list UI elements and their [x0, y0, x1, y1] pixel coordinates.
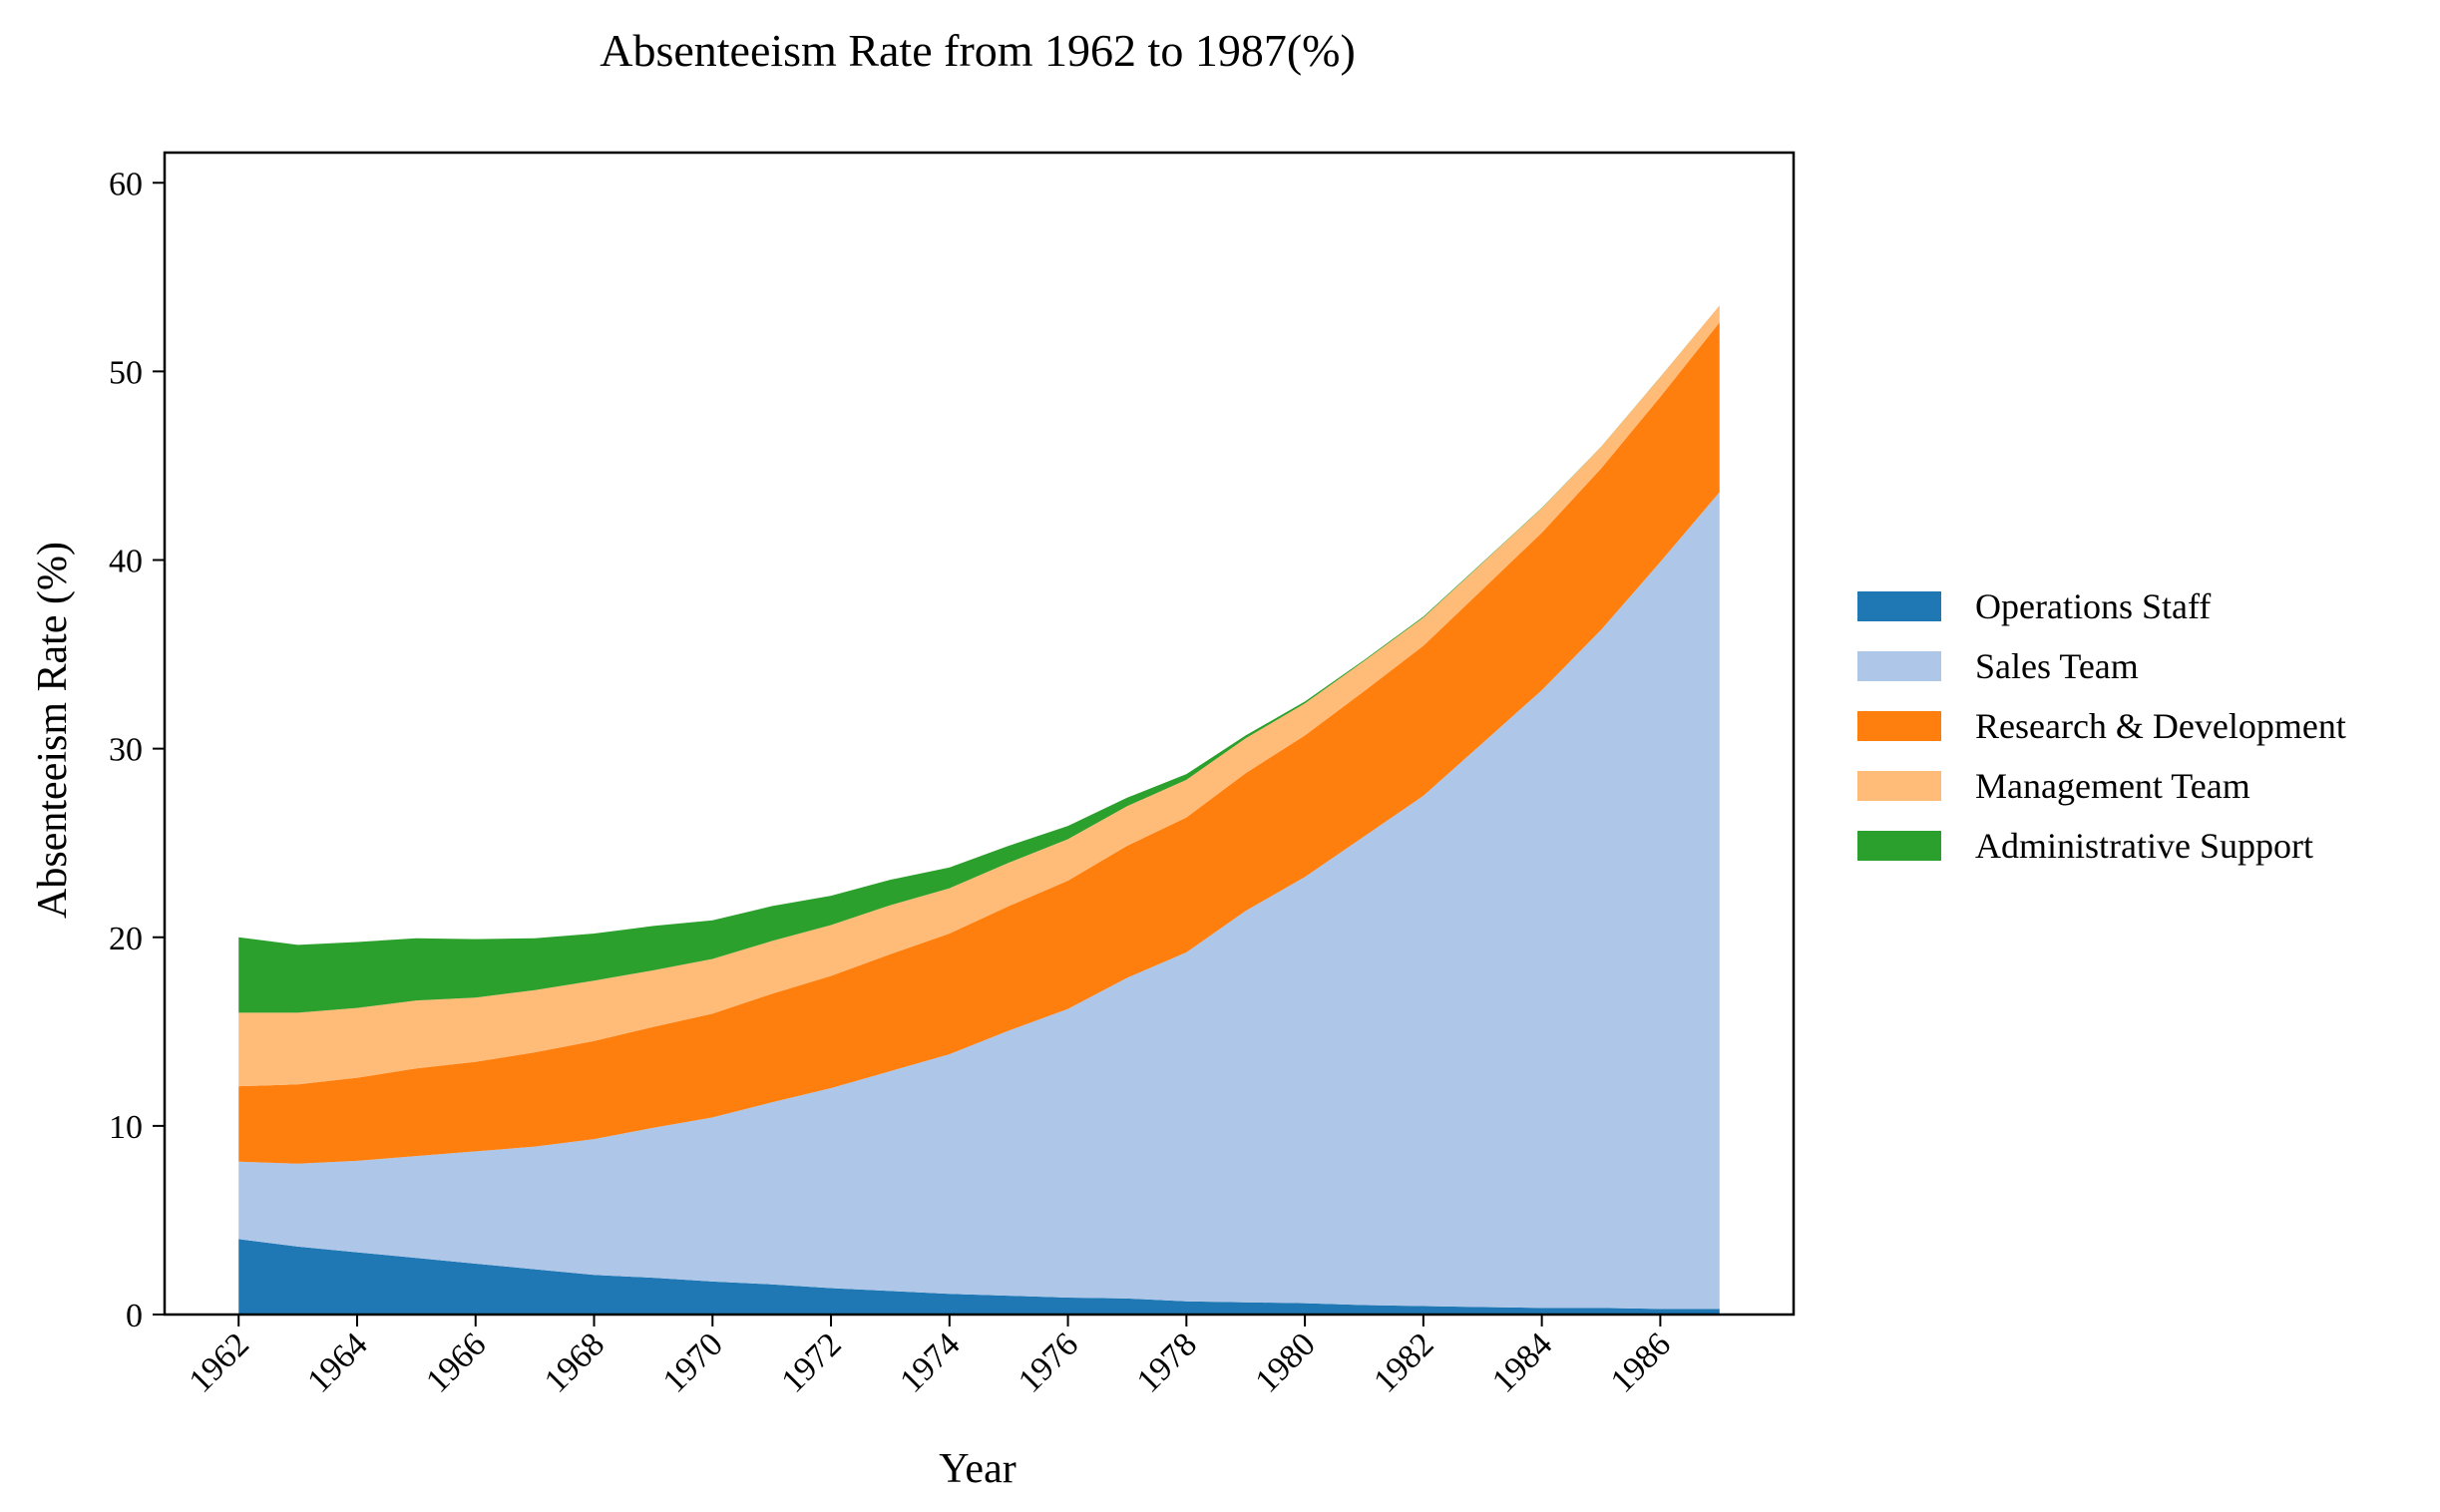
legend-swatch [1857, 831, 1941, 861]
x-tick-label: 1962 [183, 1325, 256, 1399]
y-tick-label: 40 [109, 544, 143, 580]
chart-title: Absenteeism Rate from 1962 to 1987(%) [600, 25, 1356, 76]
x-tick-label: 1964 [300, 1325, 374, 1399]
legend-swatch [1857, 771, 1941, 801]
x-axis-label: Year [939, 1446, 1016, 1492]
legend-label: Sales Team [1975, 646, 2139, 686]
area-series-management-team [238, 305, 1720, 1087]
y-tick-label: 50 [109, 354, 143, 391]
area-series-operations-staff [238, 1239, 1720, 1315]
legend-label: Management Team [1975, 766, 2250, 806]
legend-swatch [1857, 591, 1941, 621]
legend-label: Operations Staff [1975, 586, 2211, 626]
x-tick-label: 1982 [1367, 1325, 1440, 1399]
x-tick-label: 1966 [419, 1325, 493, 1399]
x-tick-label: 1986 [1604, 1325, 1678, 1399]
x-tick-label: 1984 [1485, 1325, 1559, 1399]
x-tick-label: 1970 [656, 1325, 730, 1399]
area-series-sales-team [238, 492, 1720, 1310]
y-axis-label: Absenteeism Rate (%) [30, 542, 76, 919]
plot-frame [163, 151, 1796, 1317]
y-tick-label: 10 [109, 1109, 143, 1146]
y-tick-label: 60 [109, 166, 143, 202]
legend: Operations Staff Sales Team Research & Dev… [1857, 586, 2346, 866]
plot-area [238, 305, 1720, 1315]
legend-label: Research & Development [1975, 706, 2346, 746]
y-tick-label: 0 [126, 1298, 143, 1334]
x-tick-label: 1972 [774, 1325, 848, 1399]
x-tick-label: 1974 [893, 1325, 967, 1399]
legend-label: Administrative Support [1975, 826, 2313, 866]
y-tick-label: 20 [109, 921, 143, 957]
area-series-administrative-support [238, 305, 1720, 1013]
x-tick-label: 1978 [1130, 1325, 1204, 1399]
area-series-research-development [238, 322, 1720, 1164]
legend-swatch [1857, 711, 1941, 741]
x-tick-label: 1976 [1012, 1325, 1085, 1399]
legend-swatch [1857, 651, 1941, 681]
x-tick-label: 1968 [538, 1325, 611, 1399]
x-tick-label: 1980 [1249, 1325, 1323, 1399]
y-tick-label: 30 [109, 732, 143, 769]
